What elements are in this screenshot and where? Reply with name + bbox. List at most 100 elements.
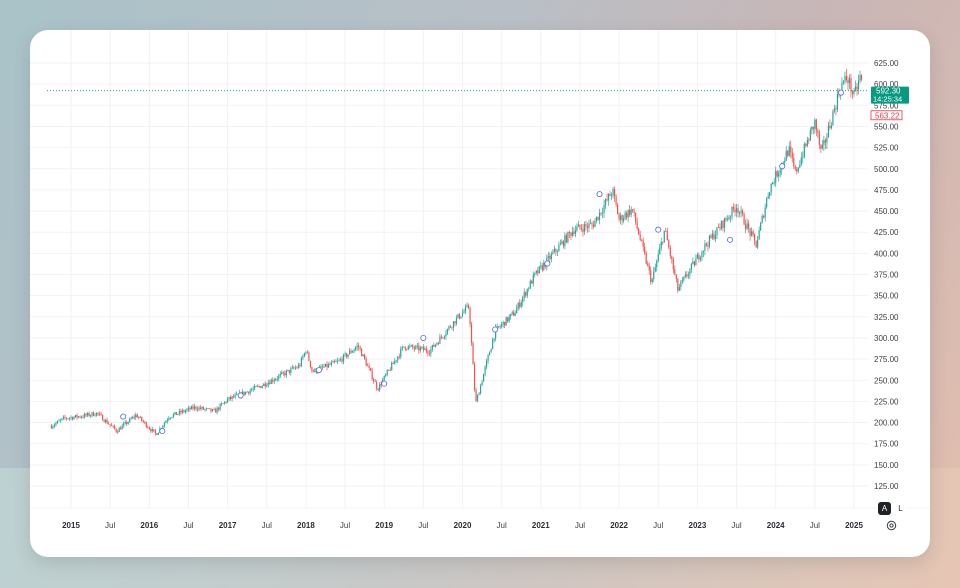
- candle-body: [354, 347, 357, 350]
- candle-body: [601, 212, 604, 214]
- candle-body: [348, 350, 351, 355]
- dividend-marker[interactable]: [315, 367, 322, 374]
- candle-body: [757, 239, 759, 248]
- candle-body: [129, 418, 131, 422]
- candle-body: [201, 407, 203, 409]
- dividend-marker[interactable]: [779, 163, 786, 170]
- dividend-marker[interactable]: [544, 260, 551, 267]
- candle-body: [199, 407, 202, 409]
- candle-body: [686, 274, 688, 277]
- candle-body: [356, 345, 358, 348]
- candle-body: [243, 391, 245, 395]
- candle-body: [558, 245, 560, 252]
- dividend-marker[interactable]: [655, 226, 662, 233]
- x-axis-label: 2022: [610, 521, 628, 530]
- candle-body: [660, 241, 662, 248]
- candle-body: [732, 206, 735, 210]
- candle-body: [678, 286, 680, 291]
- candle-body: [555, 248, 557, 252]
- candle-body: [854, 86, 857, 91]
- y-axis-label: 125.00: [874, 482, 899, 491]
- candle-body: [588, 223, 590, 228]
- candle-body: [388, 369, 390, 371]
- candle-body: [223, 401, 226, 404]
- candle-body: [594, 220, 596, 228]
- candle-body: [620, 215, 622, 220]
- candle-body: [501, 324, 503, 327]
- candle-body: [345, 353, 348, 357]
- dividend-marker[interactable]: [837, 89, 844, 96]
- candle-body: [454, 321, 456, 324]
- candle-body: [707, 245, 709, 247]
- candle-body: [434, 344, 436, 347]
- candle-body: [418, 345, 420, 351]
- dividend-marker[interactable]: [120, 413, 127, 420]
- candle-body: [270, 379, 272, 384]
- candle-body: [296, 367, 298, 369]
- candle-body: [410, 345, 412, 347]
- candle-body: [225, 401, 227, 403]
- candle-body: [305, 352, 307, 354]
- candle-body: [281, 372, 283, 374]
- candle-body: [580, 227, 583, 229]
- candle-body: [168, 418, 170, 420]
- candle-body: [370, 367, 372, 371]
- candle-body: [70, 417, 72, 419]
- candle-body: [288, 369, 290, 373]
- candle-body: [484, 366, 486, 374]
- candle-body: [761, 216, 763, 223]
- auto-scale-button[interactable]: A: [878, 502, 891, 515]
- candlestick-chart[interactable]: 625.00 600.00 575.00 550.00 525.00 500.00 475.…: [30, 30, 930, 557]
- x-axis-label: 2025: [845, 521, 863, 530]
- candle-body: [517, 302, 519, 309]
- candle-body: [210, 408, 212, 412]
- candle-body: [220, 403, 223, 405]
- candle-body: [767, 196, 769, 199]
- candle-body: [419, 347, 421, 351]
- dividend-marker[interactable]: [237, 392, 244, 399]
- candle-body: [467, 305, 470, 308]
- dividend-marker[interactable]: [727, 236, 734, 243]
- dividend-marker[interactable]: [159, 428, 166, 435]
- dividend-marker[interactable]: [596, 191, 603, 198]
- candle-body: [597, 216, 599, 220]
- y-axis-label: 200.00: [874, 419, 899, 428]
- candle-body: [166, 419, 168, 422]
- x-axis-label: Jul: [340, 521, 350, 530]
- candle-body: [214, 409, 217, 413]
- candle-body: [623, 218, 625, 221]
- candle-body: [130, 418, 132, 420]
- candle-body: [629, 209, 631, 215]
- candle-body: [523, 292, 525, 298]
- candle-body: [254, 385, 256, 389]
- candle-body: [371, 370, 373, 380]
- candle-body: [257, 385, 259, 387]
- candle-body: [297, 365, 299, 368]
- log-scale-button[interactable]: L: [894, 502, 907, 515]
- gear-icon[interactable]: [886, 520, 897, 531]
- dividend-marker[interactable]: [492, 326, 499, 333]
- candle-body: [195, 406, 197, 409]
- candle-body: [150, 429, 152, 432]
- dividend-marker[interactable]: [420, 334, 427, 341]
- candle-body: [330, 362, 333, 365]
- candle-body: [648, 265, 650, 271]
- candle-body: [635, 212, 637, 223]
- candle-body: [153, 429, 155, 431]
- candle-body: [180, 410, 182, 413]
- candle-body: [723, 218, 726, 228]
- y-axis-label: 375.00: [874, 271, 899, 280]
- candle-body: [751, 231, 753, 236]
- y-axis-label: 450.00: [874, 207, 899, 216]
- candle-body: [645, 253, 647, 264]
- candle-body: [662, 241, 664, 243]
- candle-body: [53, 424, 56, 427]
- candle-body: [698, 254, 700, 260]
- y-axis-label: 525.00: [874, 144, 899, 153]
- dividend-marker[interactable]: [381, 380, 388, 387]
- candle-body: [687, 274, 689, 277]
- x-axis-label: 2024: [767, 521, 785, 530]
- candle-body: [169, 417, 171, 419]
- y-axis-label: 225.00: [874, 397, 899, 406]
- candle-body: [550, 253, 552, 260]
